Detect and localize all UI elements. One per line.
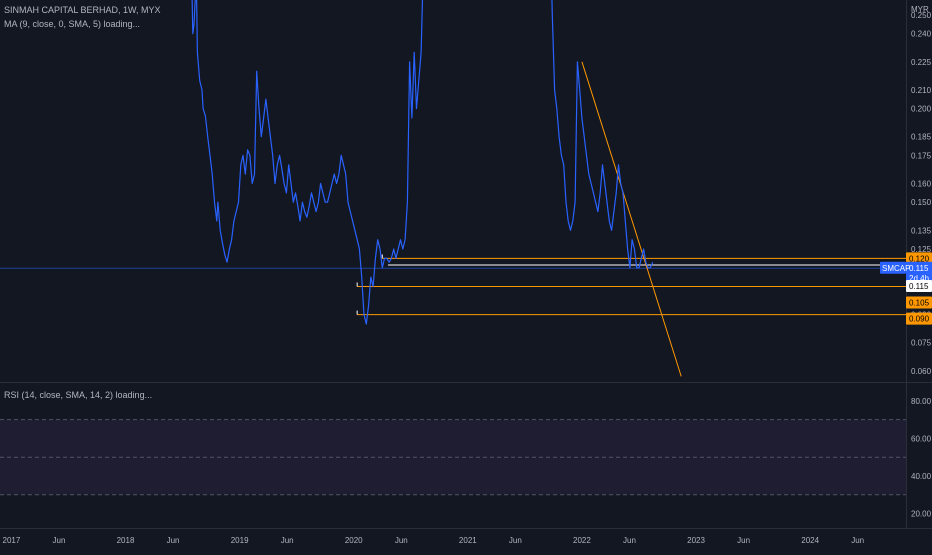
rsi-tick-label: 20.00 [911, 510, 932, 519]
svg-text:0.090: 0.090 [909, 315, 930, 324]
level-tag-0120: 0.120 [906, 252, 932, 265]
price-line-series[interactable] [191, 0, 654, 325]
price-tick-label: 0.185 [911, 133, 932, 142]
level-tag-0115: 0.115 [906, 279, 932, 292]
svg-text:0.115: 0.115 [909, 282, 929, 291]
level-tag-0090: 0.090 [906, 312, 932, 325]
svg-text:SMCAP: SMCAP [882, 264, 910, 273]
price-tick-label: 0.250 [911, 11, 932, 20]
time-tick-label: Jun [623, 536, 636, 545]
time-tick-label: 2022 [573, 536, 591, 545]
rsi-tick-label: 40.00 [911, 472, 932, 481]
price-tick-label: 0.150 [911, 198, 932, 207]
drawing-lines [0, 61, 906, 377]
time-tick-label: Jun [737, 536, 750, 545]
price-tick-label: 0.075 [911, 339, 932, 348]
level-tag-0105: 0.105 [906, 296, 932, 309]
time-tick-label: 2018 [117, 536, 135, 545]
time-tick-label: 2017 [3, 536, 21, 545]
price-tick-label: 0.200 [911, 105, 932, 114]
time-tick-label: Jun [509, 536, 522, 545]
time-tick-label: 2019 [231, 536, 249, 545]
price-tick-label: 0.160 [911, 180, 932, 189]
time-tick-label: 2024 [801, 536, 819, 545]
time-tick-label: Jun [281, 536, 294, 545]
price-tick-label: 0.135 [911, 226, 932, 235]
time-tick-label: Jun [53, 536, 66, 545]
rsi-tick-label: 80.00 [911, 397, 932, 406]
time-tick-label: 2020 [345, 536, 363, 545]
price-tick-label: 0.225 [911, 58, 932, 67]
symbol-legend[interactable]: SINMAH CAPITAL BERHAD, 1W, MYX [4, 5, 161, 15]
price-tick-label: 0.175 [911, 151, 932, 160]
price-tick-label: 0.060 [911, 367, 932, 376]
symbol-tag[interactable]: SMCAP [880, 261, 910, 274]
price-tick-label: 0.210 [911, 86, 932, 95]
svg-text:2d 4h: 2d 4h [909, 274, 929, 283]
rsi-panel [0, 419, 906, 496]
svg-text:0.105: 0.105 [909, 299, 930, 308]
currency-label: MYR [911, 5, 929, 14]
time-tick-label: 2023 [687, 536, 705, 545]
time-tick-label: Jun [851, 536, 864, 545]
svg-text:0.115: 0.115 [909, 264, 929, 273]
time-tick-label: Jun [395, 536, 408, 545]
svg-text:0.120: 0.120 [909, 254, 930, 263]
price-tick-label: 0.240 [911, 30, 932, 39]
trend-line[interactable] [581, 61, 682, 377]
time-tick-label: Jun [167, 536, 180, 545]
price-series [191, 0, 654, 325]
rsi-tick-label: 60.00 [911, 434, 932, 443]
time-tick-label: 2021 [459, 536, 477, 545]
rsi-indicator-legend[interactable]: RSI (14, close, SMA, 14, 2) loading... [4, 390, 153, 400]
ma-indicator-legend[interactable]: MA (9, close, 0, SMA, 5) loading... [4, 19, 141, 29]
price-tick-label: 0.125 [911, 245, 932, 254]
